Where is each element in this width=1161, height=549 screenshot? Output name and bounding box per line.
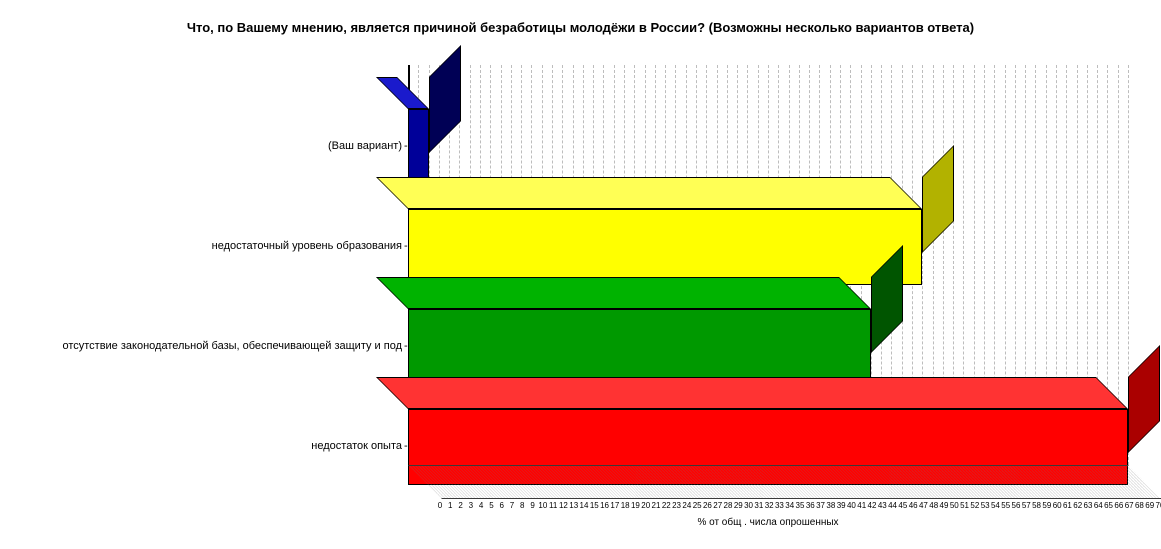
bar: [408, 309, 871, 385]
category-tick: -: [404, 240, 408, 252]
bar-side-face: [1128, 345, 1160, 453]
x-tick-label: 20: [641, 501, 650, 510]
category-tick: -: [404, 440, 408, 452]
x-tick-label: 11: [549, 501, 557, 510]
chart-title: Что, по Вашему мнению, является причиной…: [0, 0, 1161, 45]
x-tick-label: 62: [1073, 501, 1082, 510]
x-tick-label: 32: [765, 501, 774, 510]
x-tick-label: 10: [538, 501, 547, 510]
x-tick-label: 66: [1114, 501, 1123, 510]
x-tick-label: 49: [940, 501, 949, 510]
bar-top-face: [376, 277, 871, 309]
x-tick-label: 9: [530, 501, 534, 510]
x-tick-label: 38: [826, 501, 835, 510]
x-tick-label: 51: [960, 501, 969, 510]
bar-top-face: [376, 177, 922, 209]
x-tick-label: 59: [1042, 501, 1051, 510]
x-tick-label: 12: [559, 501, 568, 510]
bar: [408, 109, 429, 185]
x-tick-label: 52: [970, 501, 979, 510]
x-tick-label: 4: [479, 501, 483, 510]
x-tick-label: 3: [469, 501, 473, 510]
x-tick-label: 26: [703, 501, 712, 510]
x-tick-label: 7: [510, 501, 514, 510]
x-tick-label: 23: [672, 501, 681, 510]
x-tick-label: 15: [590, 501, 599, 510]
x-tick-label: 61: [1063, 501, 1072, 510]
x-tick-label: 16: [600, 501, 609, 510]
x-tick-label: 68: [1135, 501, 1144, 510]
x-tick-label: 50: [950, 501, 959, 510]
x-tick-label: 34: [785, 501, 794, 510]
x-tick-label: 5: [489, 501, 493, 510]
x-tick-label: 0: [438, 501, 442, 510]
x-tick-label: 19: [631, 501, 640, 510]
x-tick-label: 13: [569, 501, 578, 510]
x-tick-label: 54: [991, 501, 1000, 510]
x-tick-label: 6: [499, 501, 503, 510]
x-tick-label: 28: [724, 501, 733, 510]
x-tick-label: 63: [1084, 501, 1093, 510]
bar-front-face: [408, 309, 871, 385]
x-tick-label: 53: [981, 501, 990, 510]
x-tick-label: 41: [857, 501, 866, 510]
x-tick-label: 8: [520, 501, 524, 510]
category-tick: -: [404, 340, 408, 352]
x-tick-label: 14: [580, 501, 589, 510]
x-tick-label: 47: [919, 501, 928, 510]
x-tick-label: 2: [458, 501, 462, 510]
x-tick-label: 56: [1012, 501, 1021, 510]
x-tick-label: 25: [693, 501, 702, 510]
bar: [408, 209, 922, 285]
x-tick-label: 43: [878, 501, 887, 510]
x-tick-label: 69: [1145, 501, 1154, 510]
x-tick-label: 36: [806, 501, 815, 510]
x-tick-label: 22: [662, 501, 671, 510]
x-tick-label: 45: [898, 501, 907, 510]
x-tick-label: 55: [1001, 501, 1010, 510]
x-tick-label: 37: [816, 501, 825, 510]
x-tick-label: 31: [754, 501, 763, 510]
category-label: недостаток опыта: [0, 440, 402, 452]
x-tick-label: 48: [929, 501, 938, 510]
chart-area: 0123456789101112131415161718192021222324…: [0, 45, 1161, 535]
bar-front-face: [408, 109, 429, 185]
x-tick-label: 27: [713, 501, 722, 510]
x-tick-label: 39: [837, 501, 846, 510]
x-tick-label: 21: [652, 501, 661, 510]
category-label: отсутствие законодательной базы, обеспеч…: [0, 340, 402, 352]
category-label: недостаточный уровень образования: [0, 240, 402, 252]
chart-floor: [408, 465, 1161, 499]
bar-front-face: [408, 209, 922, 285]
x-tick-label: 18: [621, 501, 630, 510]
x-tick-label: 70: [1156, 501, 1161, 510]
category-tick: -: [404, 140, 408, 152]
x-axis-title: % от общ . числа опрошенных: [408, 517, 1128, 528]
x-tick-label: 33: [775, 501, 784, 510]
x-tick-label: 65: [1104, 501, 1113, 510]
x-tick-label: 40: [847, 501, 856, 510]
x-tick-label: 64: [1094, 501, 1103, 510]
x-tick-label: 1: [448, 501, 452, 510]
x-tick-label: 46: [909, 501, 918, 510]
category-label: (Ваш вариант): [0, 140, 402, 152]
x-tick-label: 57: [1022, 501, 1031, 510]
x-tick-label: 29: [734, 501, 743, 510]
x-tick-label: 67: [1125, 501, 1134, 510]
x-tick-label: 44: [888, 501, 897, 510]
x-tick-label: 60: [1053, 501, 1062, 510]
x-tick-label: 24: [682, 501, 691, 510]
x-tick-label: 42: [868, 501, 877, 510]
x-tick-label: 30: [744, 501, 753, 510]
x-tick-label: 58: [1032, 501, 1041, 510]
x-tick-label: 35: [796, 501, 805, 510]
bar-top-face: [376, 377, 1128, 409]
x-tick-label: 17: [610, 501, 619, 510]
plot-area: 0123456789101112131415161718192021222324…: [408, 65, 1128, 465]
